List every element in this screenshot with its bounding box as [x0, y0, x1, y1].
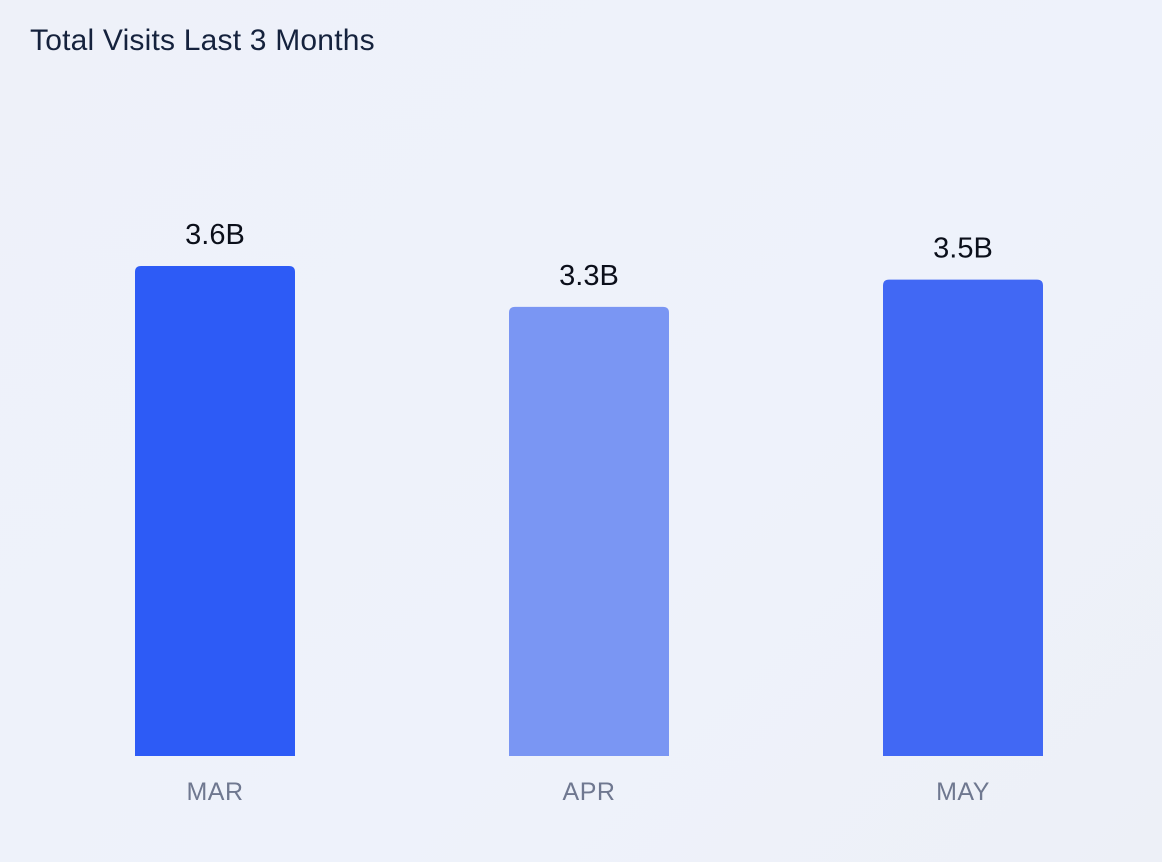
- bar-apr[interactable]: [509, 306, 669, 756]
- bar-mar[interactable]: [135, 266, 295, 756]
- x-tick-label-mar: MAR: [186, 778, 243, 806]
- x-tick-label-apr: APR: [563, 778, 616, 806]
- x-tick-label-may: MAY: [936, 778, 990, 806]
- value-label-may: 3.5B: [933, 233, 993, 265]
- chart-title: Total Visits Last 3 Months: [30, 24, 375, 57]
- bar-may[interactable]: [883, 279, 1043, 756]
- value-label-apr: 3.3B: [559, 260, 619, 292]
- value-label-mar: 3.6B: [185, 219, 245, 251]
